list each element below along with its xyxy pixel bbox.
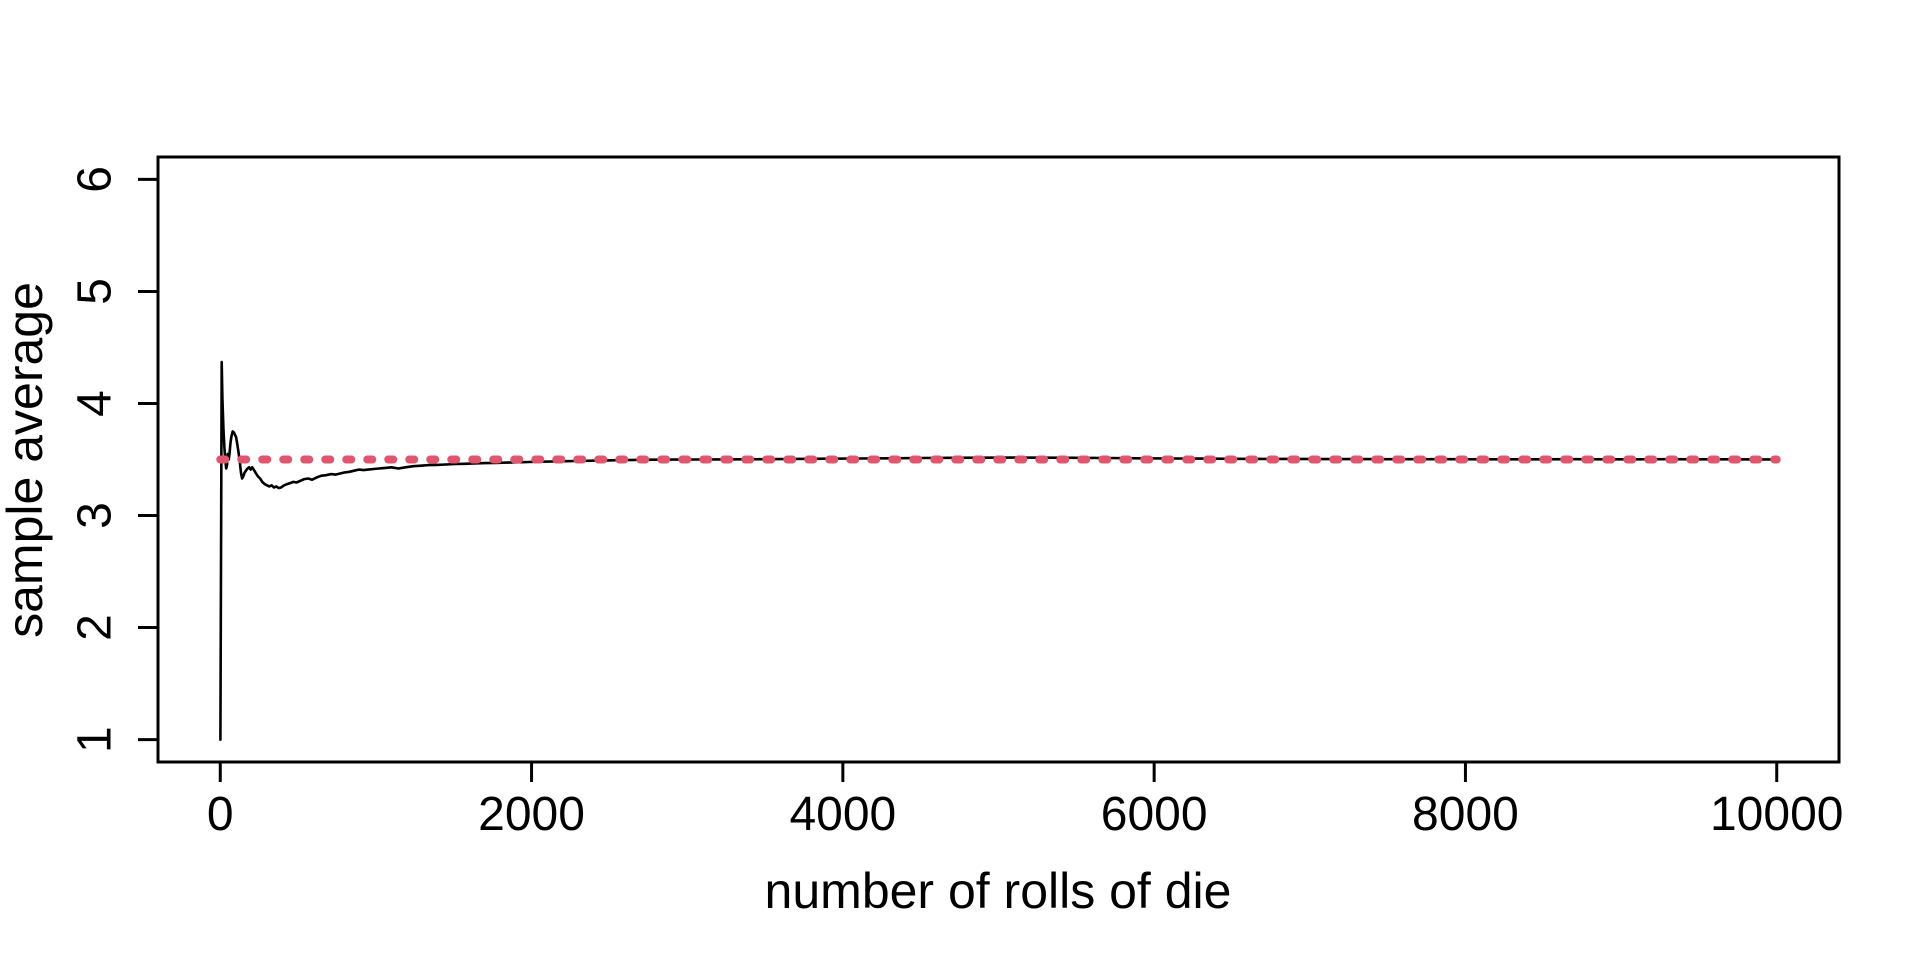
x-axis-tick-labels: 0 2000 4000 6000 8000 10000	[207, 788, 1844, 841]
y-axis-tick-labels: 1 2 3 4 5 6	[69, 166, 122, 753]
x-tick-label: 4000	[789, 788, 896, 841]
y-tick-label: 4	[69, 390, 122, 417]
y-axis-ticks	[138, 177, 158, 742]
x-tick-label: 10000	[1710, 788, 1843, 841]
sample-average-line	[219, 360, 1778, 741]
x-tick-label: 2000	[478, 788, 585, 841]
y-tick-label: 1	[69, 726, 122, 753]
x-axis-title: number of rolls of die	[765, 863, 1232, 919]
x-tick-label: 0	[207, 788, 234, 841]
y-tick-label: 6	[69, 166, 122, 193]
x-tick-label: 6000	[1101, 788, 1208, 841]
y-tick-label: 5	[69, 278, 122, 305]
x-tick-label: 8000	[1412, 788, 1519, 841]
y-tick-label: 3	[69, 502, 122, 529]
y-axis-title: sample average	[0, 282, 53, 638]
plot-frame	[156, 155, 1841, 764]
x-axis-ticks	[218, 762, 1779, 782]
y-tick-label: 2	[69, 614, 122, 641]
